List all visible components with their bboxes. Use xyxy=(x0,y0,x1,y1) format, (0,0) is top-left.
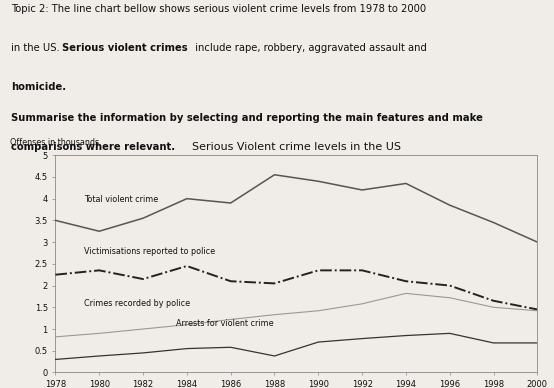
Text: in the US.: in the US. xyxy=(11,43,63,53)
Text: Total violent crime: Total violent crime xyxy=(84,195,158,204)
Title: Serious Violent crime levels in the US: Serious Violent crime levels in the US xyxy=(192,142,401,152)
Text: Victimisations reported to police: Victimisations reported to police xyxy=(84,247,215,256)
Text: comparisons where relevant.: comparisons where relevant. xyxy=(11,142,175,152)
Text: Serious violent crimes: Serious violent crimes xyxy=(61,43,187,53)
Text: include rape, robbery, aggravated assault and: include rape, robbery, aggravated assaul… xyxy=(192,43,427,53)
Text: Arrests for violent crime: Arrests for violent crime xyxy=(176,319,274,328)
Text: Crimes recorded by police: Crimes recorded by police xyxy=(84,299,190,308)
Text: homicide.: homicide. xyxy=(11,82,66,92)
Text: Offenses in thousands: Offenses in thousands xyxy=(9,137,99,147)
Text: Topic 2: The line chart bellow shows serious violent crime levels from 1978 to 2: Topic 2: The line chart bellow shows ser… xyxy=(11,4,426,14)
Text: Summarise the information by selecting and reporting the main features and make: Summarise the information by selecting a… xyxy=(11,113,483,123)
